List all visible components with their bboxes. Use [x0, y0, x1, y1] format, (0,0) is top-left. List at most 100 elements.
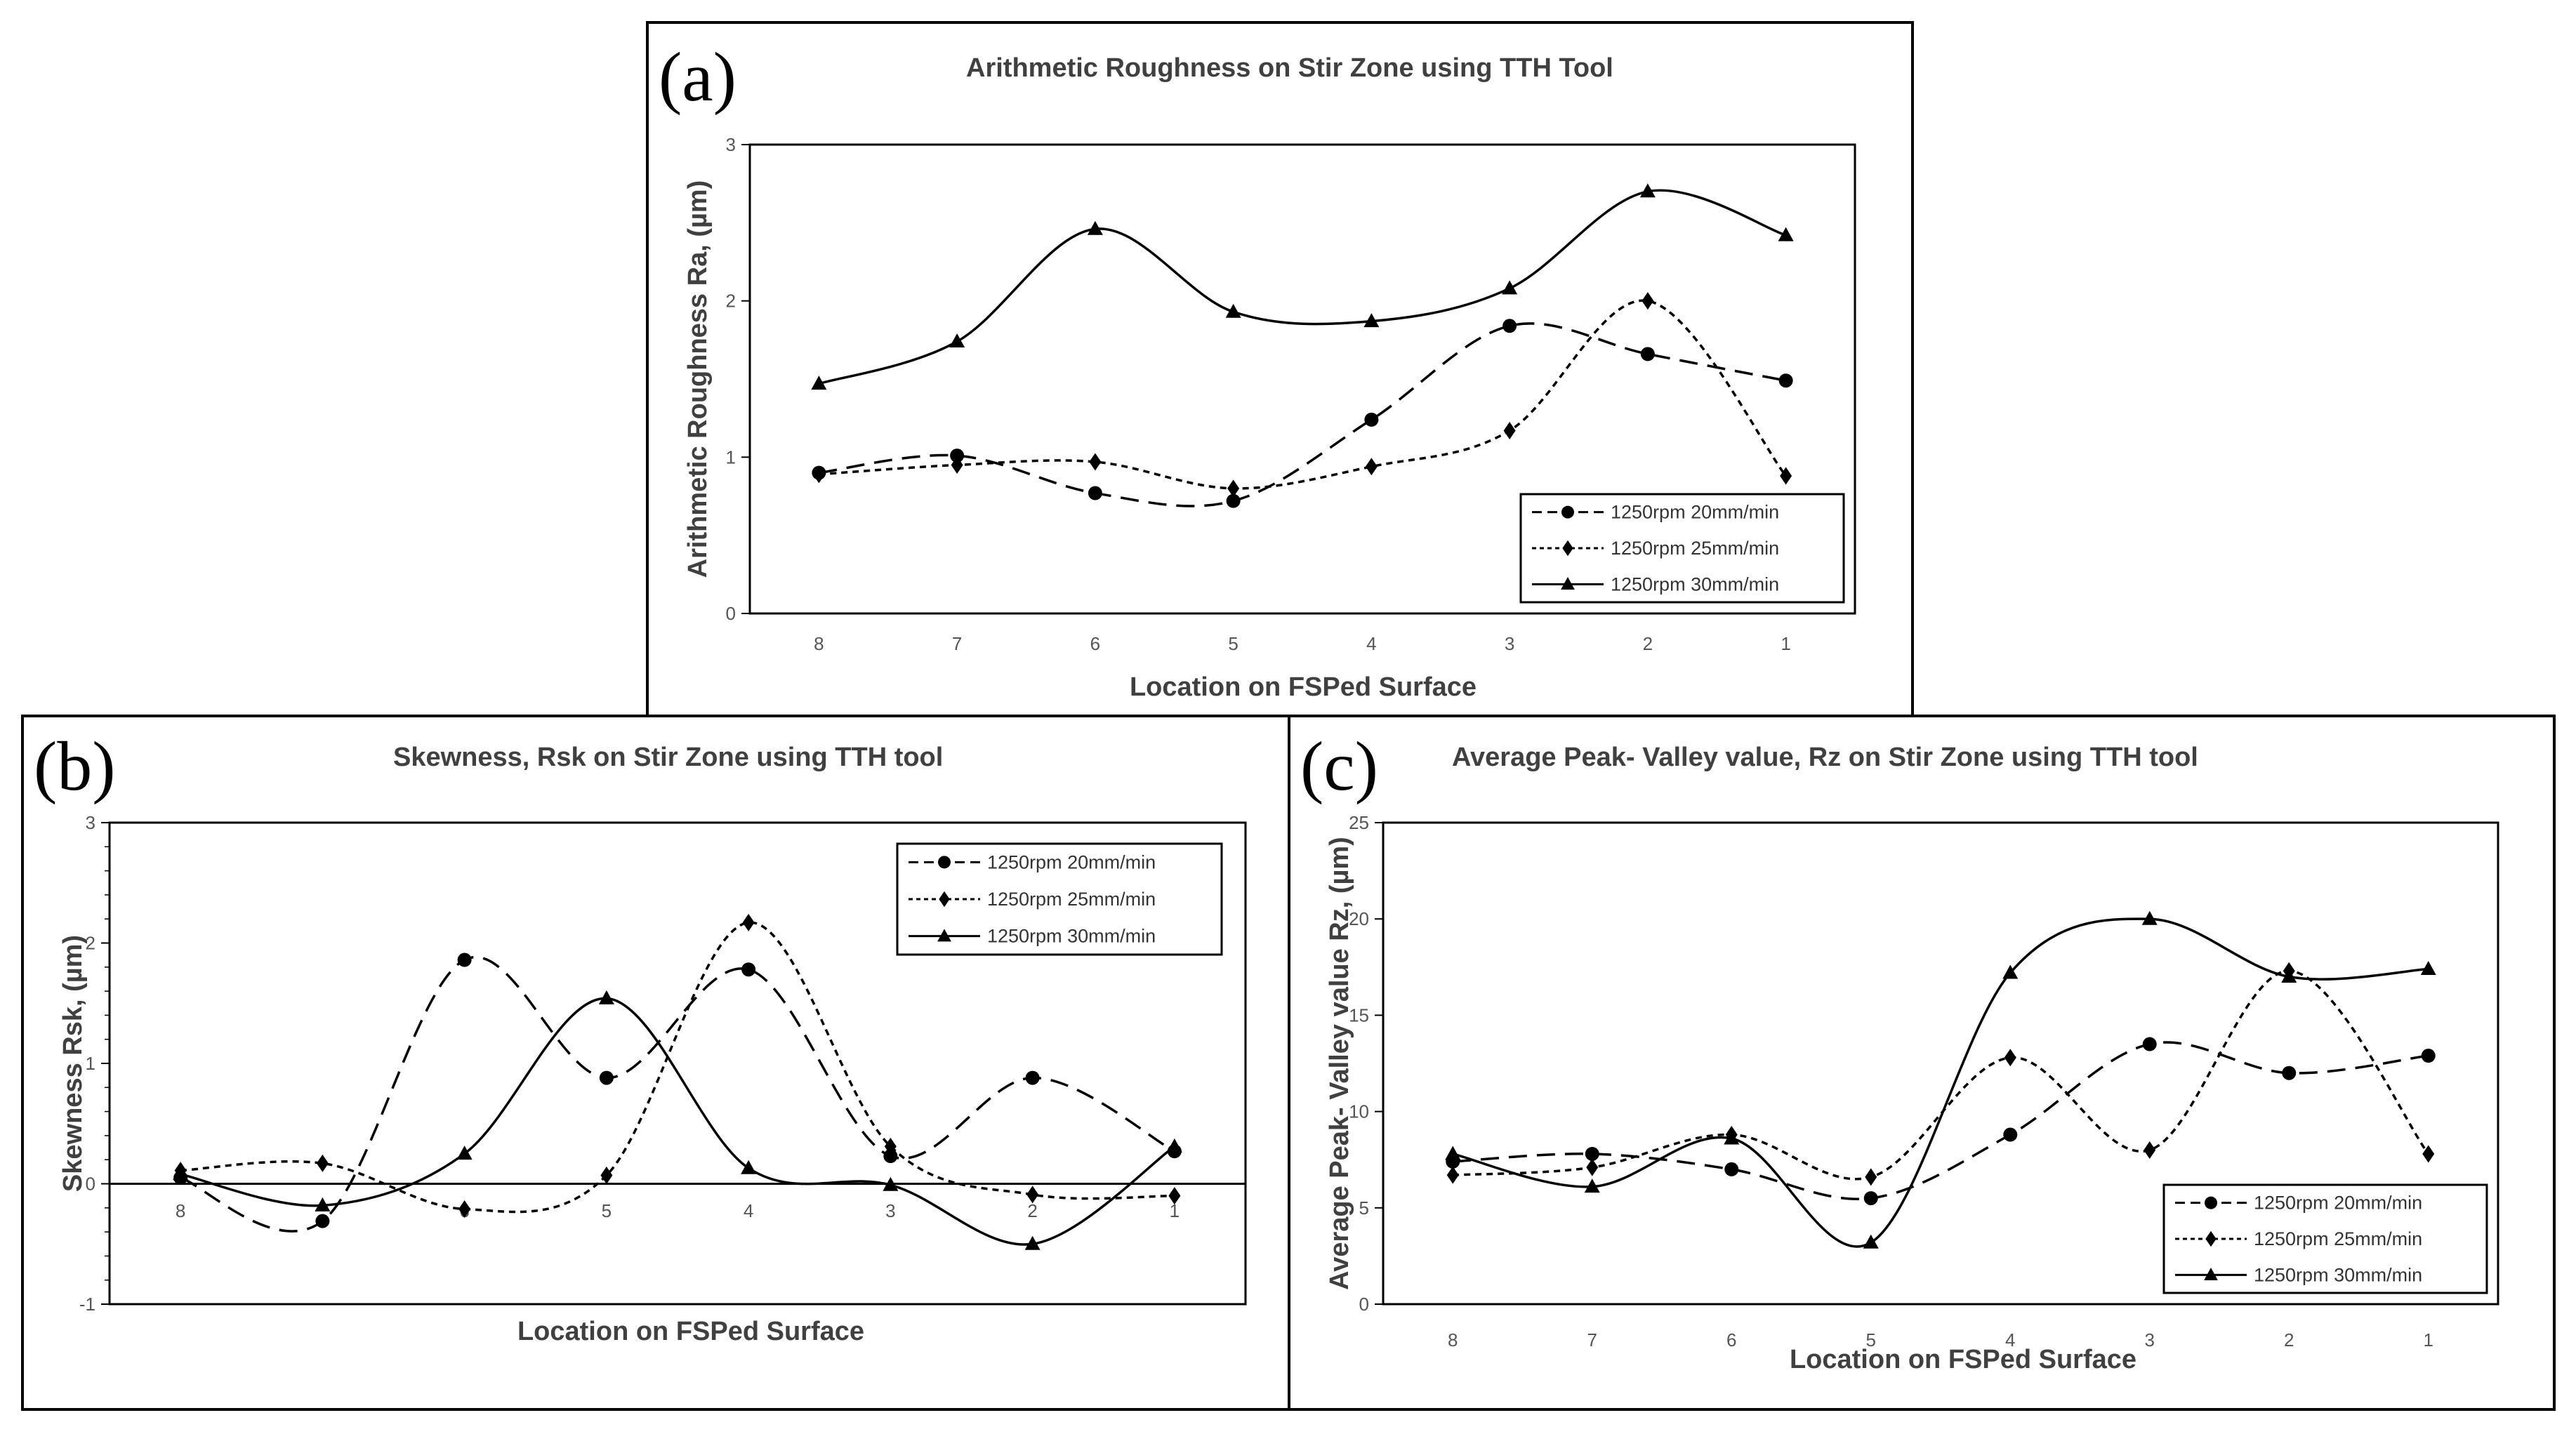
- data-point: [1446, 1166, 1459, 1184]
- x-tick-label: 8: [814, 633, 824, 654]
- panel-letter: (b): [34, 727, 116, 805]
- data-point: [1502, 280, 1518, 295]
- data-point: [173, 1166, 189, 1181]
- data-point: [1778, 227, 1794, 241]
- legend-marker: [1561, 505, 1574, 519]
- data-point: [2002, 964, 2019, 979]
- y-tick-label: 1: [726, 446, 736, 467]
- data-point: [1364, 412, 1379, 427]
- data-point: [1863, 1191, 1878, 1206]
- y-tick-label: 20: [1349, 908, 1369, 929]
- x-tick-label: 2: [1643, 633, 1653, 654]
- data-point: [1585, 1146, 1599, 1161]
- legend-marker: [937, 929, 951, 942]
- x-tick-label: 6: [1726, 1329, 1736, 1350]
- series-line: [819, 322, 1786, 507]
- data-point: [1584, 1179, 1600, 1193]
- chart-title: Average Peak- Valley value, Rz on Stir Z…: [1452, 743, 2198, 772]
- y-tick-label: 25: [1349, 812, 1369, 833]
- chart-title: Skewness, Rsk on Stir Zone using TTH too…: [393, 743, 944, 772]
- x-tick-label: 7: [1587, 1329, 1597, 1350]
- series-line: [819, 299, 1788, 490]
- legend-marker: [938, 856, 951, 869]
- legend-marker: [2204, 1267, 2218, 1280]
- x-axis-title: Location on FSPed Surface: [517, 1317, 864, 1346]
- data-point: [2141, 910, 2158, 925]
- data-point: [1087, 220, 1103, 235]
- series-3: [1445, 910, 2436, 1249]
- data-point: [458, 1200, 471, 1219]
- data-point: [316, 1154, 329, 1172]
- y-tick-label: 3: [726, 134, 736, 155]
- legend-marker: [939, 891, 950, 908]
- x-tick-label: 4: [1366, 633, 1376, 654]
- x-tick-label: 3: [885, 1200, 895, 1221]
- series-line: [1453, 1041, 2429, 1200]
- data-point: [1166, 1138, 1182, 1153]
- series-2: [174, 913, 1181, 1219]
- x-tick-label: 1: [2424, 1329, 2433, 1350]
- series-1: [1446, 1037, 2436, 1206]
- data-point: [2003, 1127, 2018, 1142]
- series-3: [811, 183, 1794, 390]
- y-tick-label: 15: [1349, 1004, 1369, 1025]
- data-point: [1586, 1158, 1599, 1176]
- data-point: [1642, 292, 1654, 310]
- x-tick-label: 8: [1448, 1329, 1458, 1350]
- data-point: [599, 1070, 614, 1085]
- series-2: [812, 292, 1792, 498]
- x-tick-label: 3: [2145, 1329, 2155, 1350]
- legend-marker: [2205, 1230, 2217, 1247]
- x-tick-label: 8: [176, 1200, 185, 1221]
- y-tick-label: 0: [86, 1174, 95, 1195]
- series-line: [1453, 969, 2430, 1181]
- y-axis-title: Skewness Rsk, (µm): [58, 935, 88, 1192]
- series-line: [180, 956, 1175, 1233]
- series-line: [180, 921, 1175, 1214]
- chart-panel-c: (c) Average Peak- Valley value, Rz on St…: [1288, 715, 2556, 1411]
- data-point: [1089, 453, 1102, 471]
- y-axis-title: Arithmetic Roughness Ra, (µm): [683, 180, 713, 578]
- chart-title: Arithmetic Roughness on Stir Zone using …: [966, 53, 1613, 83]
- data-point: [1227, 479, 1240, 498]
- data-point: [457, 952, 472, 967]
- y-tick-label: 5: [1359, 1197, 1369, 1219]
- y-axis-title: Average Peak- Valley value Rz, (µm): [1325, 837, 1354, 1290]
- data-point: [1724, 1130, 1740, 1145]
- panel-letter: (a): [659, 38, 737, 116]
- chart-svg-b: -101238654321Location on FSPed SurfaceSk…: [58, 812, 1247, 1346]
- data-point: [2421, 1049, 2436, 1063]
- legend-marker: [1561, 576, 1575, 590]
- data-point: [2282, 1065, 2297, 1080]
- chart-panel-b: (b) Skewness, Rsk on Stir Zone using TTH…: [21, 715, 1290, 1411]
- data-point: [1365, 458, 1378, 476]
- data-point: [2281, 969, 2297, 983]
- y-tick-label: 2: [726, 291, 736, 312]
- legend-label: 1250rpm 25mm/min: [987, 889, 1156, 910]
- panel-letter: (c): [1300, 727, 1378, 805]
- chart-svg-a: 0 1 2 3 8 7 6 5 4 3 2 1 Location on FSPed Surface Ari…: [683, 134, 1856, 702]
- x-tick-label: 2: [1027, 1200, 1037, 1221]
- y-tick-label: 0: [726, 603, 736, 624]
- x-axis-title: Location on FSPed Surface: [1130, 672, 1477, 702]
- data-point: [742, 913, 755, 931]
- x-tick-label: 4: [744, 1200, 753, 1221]
- data-point: [1639, 183, 1656, 198]
- data-point: [884, 1137, 897, 1155]
- legend-marker: [2205, 1196, 2217, 1209]
- data-point: [1445, 1146, 1461, 1160]
- data-point: [2142, 1037, 2157, 1051]
- legend-label: 1250rpm 20mm/min: [2254, 1193, 2422, 1214]
- legend-label: 1250rpm 30mm/min: [1611, 573, 1779, 595]
- legend: 1250rpm 20mm/min 1250rpm 25mm/min 1250rpm …: [1519, 493, 1845, 604]
- data-point: [1025, 1070, 1040, 1085]
- data-point: [951, 456, 963, 474]
- data-point: [811, 376, 827, 390]
- legend-label: 1250rpm 30mm/min: [987, 926, 1156, 947]
- x-tick-label: 2: [2284, 1329, 2294, 1350]
- data-point: [883, 1149, 898, 1164]
- data-point: [2004, 1049, 2016, 1067]
- data-point: [2144, 1141, 2156, 1159]
- y-tick-label: 3: [86, 812, 95, 833]
- series-2: [1446, 962, 2435, 1186]
